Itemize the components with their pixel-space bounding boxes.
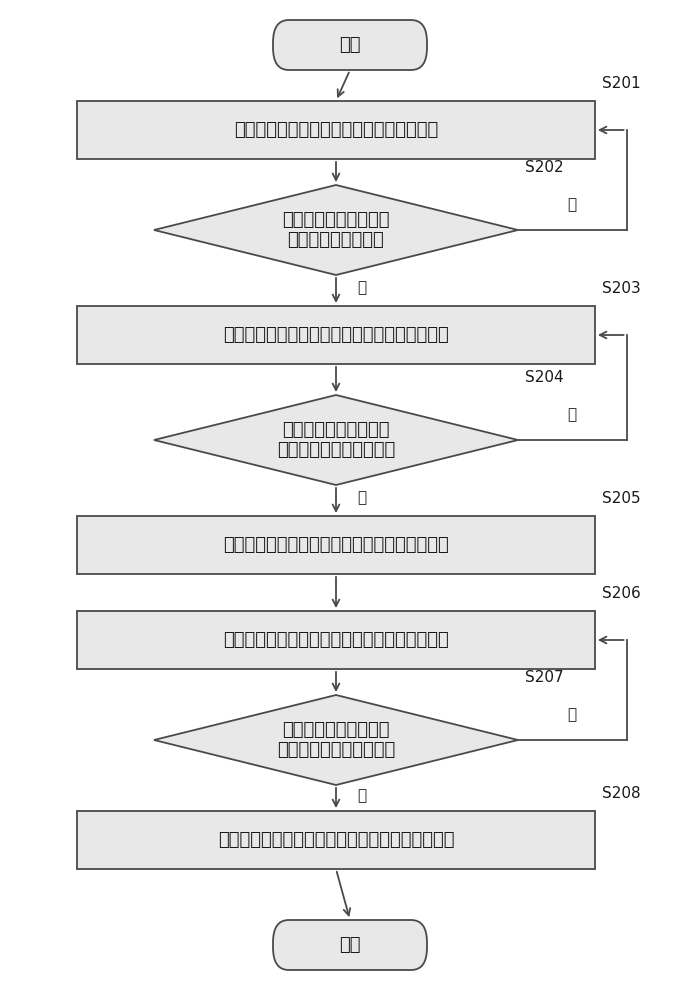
- Text: 判断第一环境温度是否
低于预设的第一温度阈值: 判断第一环境温度是否 低于预设的第一温度阈值: [277, 421, 395, 459]
- Text: S208: S208: [602, 786, 640, 801]
- FancyBboxPatch shape: [273, 20, 427, 70]
- Text: 判断锂电池组的电量是
否低于充电电量阈值: 判断锂电池组的电量是 否低于充电电量阈值: [282, 211, 390, 249]
- FancyBboxPatch shape: [77, 811, 595, 869]
- FancyBboxPatch shape: [77, 516, 595, 574]
- FancyBboxPatch shape: [77, 306, 595, 364]
- Text: 开始: 开始: [340, 36, 360, 54]
- Polygon shape: [154, 185, 518, 275]
- Text: 否: 否: [568, 407, 577, 422]
- Text: 结束: 结束: [340, 936, 360, 954]
- Text: S201: S201: [602, 76, 640, 91]
- Text: S202: S202: [525, 160, 564, 175]
- FancyBboxPatch shape: [77, 611, 595, 669]
- FancyBboxPatch shape: [77, 101, 595, 159]
- Text: S207: S207: [525, 670, 564, 685]
- Text: S204: S204: [525, 370, 564, 385]
- Text: 是: 是: [357, 490, 366, 505]
- Text: 是: 是: [357, 788, 366, 803]
- Text: 基于电池箱体内的加热层对电池箱体内进行加热: 基于电池箱体内的加热层对电池箱体内进行加热: [223, 536, 449, 554]
- Text: 是: 是: [357, 280, 366, 295]
- Text: 基于电池管理系统对锂电池组电量进行检测: 基于电池管理系统对锂电池组电量进行检测: [234, 121, 438, 139]
- Text: 否: 否: [568, 197, 577, 212]
- Text: S205: S205: [602, 491, 640, 506]
- FancyBboxPatch shape: [273, 920, 427, 970]
- Text: 基于温度传感器监测电池箱体内的第二环境温度: 基于温度传感器监测电池箱体内的第二环境温度: [223, 631, 449, 649]
- Text: S206: S206: [602, 586, 640, 601]
- Text: 判断第二环境温度是否
超过预设的第一温度阈值: 判断第二环境温度是否 超过预设的第一温度阈值: [277, 721, 395, 759]
- Polygon shape: [154, 695, 518, 785]
- Text: 基于温度传感器监测电池箱体内的第一环境温度: 基于温度传感器监测电池箱体内的第一环境温度: [223, 326, 449, 344]
- Text: S203: S203: [602, 281, 640, 296]
- Text: 启动市电对锂电池应急装置中的锂电池组进行充电: 启动市电对锂电池应急装置中的锂电池组进行充电: [218, 831, 454, 849]
- Text: 否: 否: [568, 707, 577, 722]
- Polygon shape: [154, 395, 518, 485]
